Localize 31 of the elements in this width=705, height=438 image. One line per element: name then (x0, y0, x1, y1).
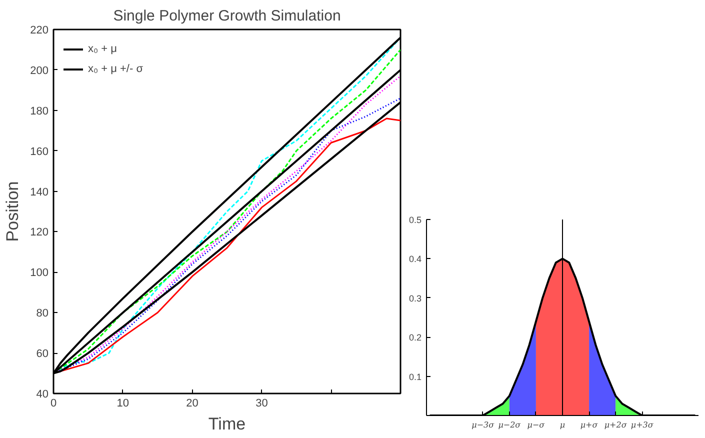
y-tick-label: 40 (36, 388, 49, 400)
legend-label: x₀ + μ +/- σ (88, 63, 143, 75)
y-tick-label: 0.2 (408, 332, 422, 343)
y-tick-label: 180 (30, 105, 49, 118)
x-tick-label: μ (560, 420, 566, 430)
y-tick-label: 60 (36, 348, 49, 360)
y-tick-label: 0.3 (408, 293, 422, 304)
x-tick-label: μ+2σ (604, 420, 628, 430)
y-tick-label: 80 (36, 308, 49, 320)
x-tick-label: μ−3σ (472, 420, 495, 430)
y-tick-label: 0.4 (408, 254, 422, 264)
y-tick-label: 200 (30, 64, 49, 77)
legend-label: x₀ + μ (88, 43, 117, 55)
x-tick-label: μ+3σ (630, 420, 654, 430)
x-tick-label: 20 (186, 398, 198, 410)
y-axis-title: Position (3, 181, 22, 242)
y-tick-label: 120 (30, 226, 49, 239)
x-tick-label: 0 (50, 398, 57, 410)
y-tick-label: 160 (30, 146, 49, 158)
y-tick-label: 140 (30, 186, 49, 198)
y-tick-label: 100 (30, 267, 49, 280)
y-tick-label: 0.5 (408, 215, 422, 225)
y-tick-label: 0.1 (408, 372, 422, 382)
x-tick-label: μ−2σ (498, 420, 522, 430)
x-tick-label: 30 (256, 398, 268, 410)
x-axis-title: Time (208, 414, 246, 434)
x-tick-label: μ+σ (580, 420, 598, 430)
x-tick-label: μ−σ (527, 420, 546, 430)
x-tick-label: 10 (116, 398, 130, 410)
y-tick-label: 220 (30, 24, 49, 36)
chart-title: Single Polymer Growth Simulation (113, 8, 341, 24)
